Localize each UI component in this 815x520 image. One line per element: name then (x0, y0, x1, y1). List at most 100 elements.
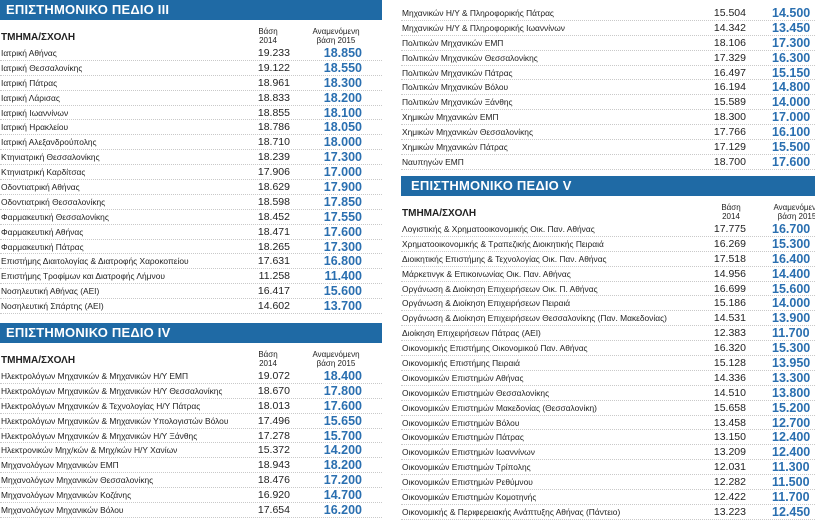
base-2014-value: 18.452 (257, 210, 290, 223)
table-row: Μηχανικών Η/Υ & Πληροφορικής Ιωαννίνων 14… (401, 21, 815, 36)
department-name: Ιατρική Πάτρας (1, 77, 58, 88)
table-row: Οικονομικών Επιστημών Μακεδονίας (Θεσσαλ… (401, 401, 815, 416)
table-row: Μηχανολόγων Μηχανικών ΕΜΠ 18.943 18.200 (0, 458, 382, 474)
expected-2015-value: 15.600 (772, 281, 811, 296)
department-name: Μηχανικών Η/Υ & Πληροφορικής Πάτρας (402, 8, 554, 18)
department-name: Οικονομικών Επιστημών Ρεθύμνου (402, 477, 533, 488)
department-name: Μηχανολόγων Μηχανικών ΕΜΠ (1, 460, 119, 471)
department-name: Ηλεκτρολόγων Μηχανικών & Τεχνολογίας Η/Υ… (1, 400, 201, 411)
department-name: Ναυπηγών ΕΜΠ (402, 156, 464, 167)
table-row: Οικονομικών Επιστημών Θεσσαλονίκης 14.510… (401, 386, 815, 401)
department-name: Μάρκετινγκ & Επικοινωνίας Οικ. Παν. Αθήν… (402, 268, 571, 279)
table-row: Οικονομικών Επιστημών Βόλου 13.458 12.700 (401, 416, 815, 431)
column-header-department: ΤΜΗΜΑ/ΣΧΟΛΗ (1, 32, 76, 43)
department-name: Ηλεκτρολόγων Μηχανικών & Μηχανικών Υπολο… (1, 415, 229, 426)
base-2014-value: 11.258 (258, 270, 290, 283)
table-row: Πολιτικών Μηχανικών Πάτρας 16.497 15.150 (401, 66, 815, 81)
column-header-department: ΤΜΗΜΑ/ΣΧΟΛΗ (402, 208, 477, 219)
base-2014-value: 18.013 (257, 399, 290, 412)
base-2014-value: 16.920 (257, 489, 290, 502)
expected-2015-value: 15.700 (323, 428, 362, 443)
expected-2015-value: 11.700 (772, 326, 810, 341)
expected-2015-value: 14.800 (772, 80, 811, 95)
expected-2015-value: 17.200 (323, 473, 362, 488)
table-row: Οδοντιατρική Θεσσαλονίκης 18.598 17.850 (0, 195, 382, 210)
department-name: Οδοντιατρική Αθήνας (1, 182, 80, 193)
table-row: Πολιτικών Μηχανικών Θεσσαλονίκης 17.329 16… (401, 51, 815, 66)
table-row: Χημικών Μηχανικών Πάτρας 17.129 15.500 (401, 140, 815, 155)
base-2014-value: 14.342 (713, 21, 746, 34)
department-name: Μηχανικών Η/Υ & Πληροφορικής Ιωαννίνων (402, 22, 565, 33)
base-2014-value: 14.531 (713, 312, 746, 325)
expected-2015-value: 14.000 (772, 296, 811, 311)
expected-2015-value: 17.800 (323, 383, 362, 398)
base-2014-value: 17.496 (257, 414, 290, 427)
base-2014-value: 17.518 (713, 252, 746, 265)
department-name: Χημικών Μηχανικών ΕΜΠ (402, 112, 499, 123)
column-divider (386, 0, 396, 520)
table-row: Οικονομικών Επιστημών Αθήνας 14.336 13.300 (401, 371, 815, 386)
expected-2015-value: 17.600 (323, 224, 362, 239)
base-2014-value: 18.265 (257, 240, 290, 253)
expected-2015-value: 18.100 (323, 105, 362, 120)
base-2014-value: 12.383 (713, 327, 746, 340)
department-name: Οργάνωση & Διοίκηση Επιχειρήσεων Θεσσαλο… (402, 313, 667, 324)
base-2014-value: 18.855 (257, 106, 290, 119)
base-2014-value: 18.106 (713, 36, 746, 49)
table-row: Ιατρική Πάτρας 18.961 18.300 (0, 76, 382, 91)
table-row: Οικονομικών Επιστημών Πάτρας 13.150 12.400 (401, 430, 815, 446)
base-2014-value: 17.775 (713, 223, 746, 235)
base-2014-value: 18.598 (257, 195, 290, 208)
department-name: Ιατρική Λάρισας (1, 92, 60, 103)
table-row: Χημικών Μηχανικών Θεσσαλονίκης 17.766 16.1… (401, 125, 815, 141)
base-2014-value: 16.699 (713, 282, 746, 295)
department-name: Επιστήμης Τροφίμων και Διατροφής Λήμνου (1, 271, 165, 282)
expected-2015-value: 16.800 (323, 254, 362, 269)
department-name: Ιατρική Αλεξανδρούπολης (1, 137, 97, 148)
base-2014-value: 17.654 (257, 504, 290, 517)
department-name: Οικονομικής Επιστήμης Οικονομικού Παν. Α… (402, 343, 588, 354)
base-2014-value: 18.700 (713, 155, 746, 168)
department-name: Ηλεκτρολόγων Μηχανικών & Μηχανικών Η/Υ Ξ… (1, 430, 198, 441)
expected-2015-value: 13.300 (772, 370, 811, 385)
expected-2015-value: 16.700 (772, 222, 811, 236)
base-2014-value: 12.422 (713, 491, 746, 504)
department-name: Χρηματοοικονομικής & Τραπεζικής Διοικητι… (402, 238, 604, 249)
base-2014-value: 16.269 (713, 237, 746, 250)
table-row: Οικονομικής Επιστήμης Οικονομικού Παν. Α… (401, 341, 815, 357)
department-name: Διοικητικής Επιστήμης & Τεχνολογίας Οικ.… (402, 253, 607, 264)
column-headers-field-3: ΤΜΗΜΑ/ΣΧΟΛΗ Βάση 2014 Αναμενόμενη βάση 201… (0, 20, 382, 46)
department-name: Οργάνωση & Διοίκηση Επιχειρήσεων Οικ. Π.… (402, 283, 598, 294)
department-name: Ηλεκτρονικών Μηχ/κών & Μηχ/κών Η/Υ Χανίω… (1, 445, 178, 456)
expected-2015-value: 17.550 (323, 209, 362, 224)
expected-2015-value: 12.400 (772, 430, 811, 445)
base-2014-value: 17.766 (713, 126, 746, 139)
section-header-field-5: ΕΠΙΣΤΗΜΟΝΙΚΟ ΠΕΔΙΟ V (401, 176, 815, 196)
department-name: Λογιστικής & Χρηματοοικονομικής Οικ. Παν… (402, 224, 595, 234)
expected-2015-value: 13.950 (772, 356, 811, 371)
expected-2015-value: 15.150 (772, 65, 811, 80)
table-row: Διοίκηση Επιχειρήσεων Πάτρας (ΑΕΙ) 12.383… (401, 326, 815, 342)
department-name: Επιστήμης Διαιτολογίας & Διατροφής Χαροκ… (1, 256, 189, 267)
table-row: Οικονομικής & Περιφερειακής Ανάπτυξης Αθ… (401, 505, 815, 520)
base-2014-value: 17.278 (257, 429, 290, 442)
base-2014-value: 18.710 (257, 136, 290, 149)
expected-2015-value: 14.000 (772, 95, 811, 110)
department-name: Οικονομικών Επιστημών Θεσσαλονίκης (402, 387, 550, 398)
department-name: Νοσηλευτική Σπάρτης (ΑΕΙ) (1, 301, 104, 312)
table-field-5: Λογιστικής & Χρηματοοικονομικής Οικ. Παν… (401, 222, 815, 520)
department-name: Χημικών Μηχανικών Θεσσαλονίκης (402, 127, 533, 138)
table-row: Ιατρική Αθήνας 19.233 18.850 (0, 46, 382, 61)
department-name: Κτηνιατρική Θεσσαλονίκης (1, 152, 100, 163)
department-name: Πολιτικών Μηχανικών Βόλου (402, 82, 509, 93)
department-name: Οικονομικών Επιστημών Πάτρας (402, 432, 524, 443)
table-row: Μηχανικών Η/Υ & Πληροφορικής Πάτρας 15.50… (401, 6, 815, 21)
table-row: Μάρκετινγκ & Επικοινωνίας Οικ. Παν. Αθήν… (401, 267, 815, 282)
department-name: Οικονομικών Επιστημών Κομοτηνής (402, 492, 537, 503)
base-2014-value: 15.589 (713, 96, 746, 109)
base-2014-value: 14.956 (713, 267, 746, 280)
expected-2015-value: 16.200 (323, 503, 362, 518)
